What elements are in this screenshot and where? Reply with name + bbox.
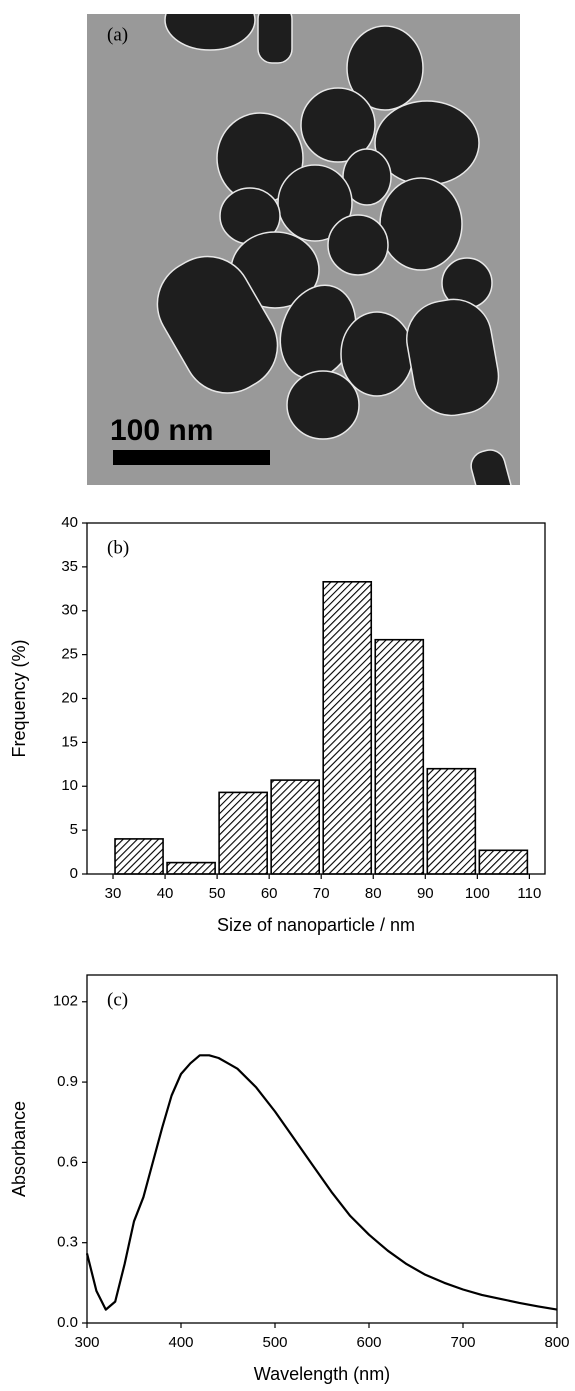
bar — [322, 580, 373, 875]
tem-image: (a) 100 nm — [87, 14, 520, 485]
bar — [166, 861, 216, 875]
y-tick-label: 20 — [61, 689, 78, 706]
bar — [374, 638, 425, 875]
chart: 0.0 0.3 0.6 0.9 102 300 400 500 600 700 800 (c) Wave… — [9, 974, 570, 1384]
y-axis-title: Frequency (%) — [9, 639, 29, 757]
bar — [426, 767, 477, 875]
y-tick-label: 25 — [61, 646, 78, 663]
x-tick-label: 400 — [168, 1334, 193, 1351]
y-tick-label: 40 — [61, 514, 78, 531]
bar — [270, 779, 321, 875]
panel-label: (c) — [107, 989, 128, 1010]
scale-bar-label: 100 nm — [110, 414, 213, 447]
x-tick-label: 100 — [465, 885, 490, 902]
x-tick-label: 600 — [356, 1334, 381, 1351]
y-axis-title: Absorbance — [9, 1101, 29, 1197]
x-tick-label: 50 — [209, 885, 226, 902]
y-tick-label: 35 — [61, 558, 78, 575]
line — [85, 1054, 558, 1311]
y-tick-label: 0.9 — [57, 1073, 78, 1090]
y-tick-label: 10 — [61, 777, 78, 794]
x-tick-label: 300 — [74, 1334, 99, 1351]
bar — [478, 849, 529, 875]
plot-frame — [86, 974, 558, 1324]
x-tick-label: 40 — [157, 885, 174, 902]
x-tick-label: 60 — [261, 885, 278, 902]
x-tick-label: 110 — [517, 885, 541, 902]
x-tick-label: 500 — [262, 1334, 287, 1351]
y-tick-label: 0.6 — [57, 1153, 78, 1170]
scale-bar — [113, 450, 270, 465]
x-axis-title: Wavelength (nm) — [254, 1364, 390, 1384]
chart: 0 5 10 15 20 25 30 35 40 30 40 50 60 70 80 90 100 110 (b) S… — [9, 514, 546, 935]
y-tick-label: 0 — [70, 865, 78, 882]
x-tick-label: 80 — [365, 885, 382, 902]
x-tick-label: 700 — [450, 1334, 475, 1351]
x-tick-label: 90 — [417, 885, 434, 902]
y-tick-label: 0.3 — [57, 1234, 78, 1251]
y-tick-label: 15 — [61, 733, 78, 750]
y-tick-label: 0.0 — [57, 1314, 78, 1331]
bar — [218, 791, 268, 875]
particles — [156, 14, 514, 485]
y-tick-label: 5 — [70, 821, 78, 838]
x-tick-label: 30 — [105, 885, 122, 902]
y-tick-label: 30 — [61, 602, 78, 619]
x-axis-title: Size of nanoparticle / nm — [217, 915, 415, 935]
x-tick-label: 800 — [544, 1334, 569, 1351]
x-tick-label: 70 — [313, 885, 330, 902]
y-tick-label: 102 — [53, 993, 78, 1010]
panel-label: (b) — [107, 537, 129, 558]
plot-frame — [86, 522, 546, 875]
bar — [114, 838, 164, 875]
panel-label: (a) — [107, 24, 128, 45]
